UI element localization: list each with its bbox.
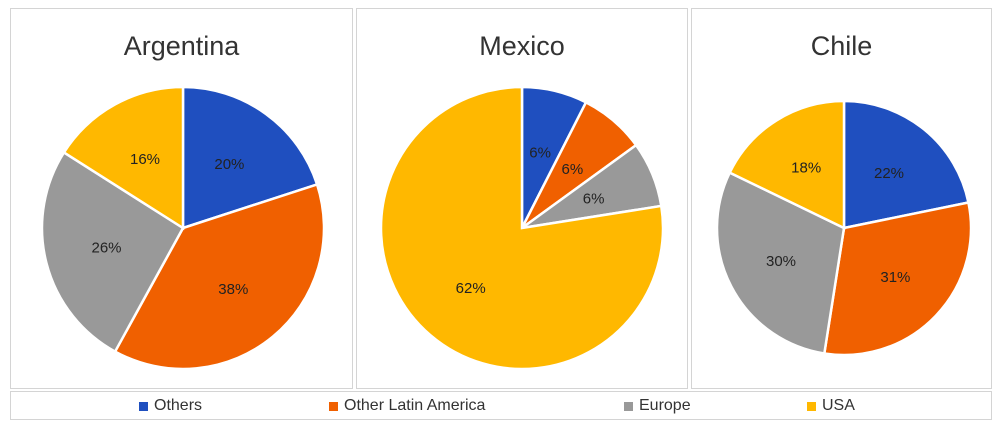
pie-slice-other-latin-america <box>113 182 326 371</box>
data-label-others: 22% <box>874 165 904 182</box>
data-label-other-latin-america: 31% <box>880 269 910 286</box>
data-label-europe: 6% <box>583 190 605 207</box>
data-label-other-latin-america: 6% <box>562 161 584 178</box>
legend-item-other-latin-america: Other Latin America <box>329 397 485 415</box>
data-label-usa: 16% <box>130 151 160 168</box>
data-label-usa: 62% <box>456 280 486 297</box>
legend-swatch <box>329 401 338 411</box>
pie-slice-europe <box>715 170 846 355</box>
legend-swatch <box>807 401 816 411</box>
data-label-usa: 18% <box>791 160 821 177</box>
pie-chart-argentina: 20% 38% 26% 16% <box>40 85 326 371</box>
data-label-europe: 26% <box>91 240 121 257</box>
legend-label: Others <box>154 397 203 414</box>
data-label-others: 20% <box>214 156 244 173</box>
pie-slice-other-latin-america <box>822 201 973 357</box>
legend-label: Other Latin America <box>344 397 486 414</box>
chart-title: Chile <box>810 31 873 61</box>
pie-slice-europe <box>40 150 185 354</box>
legend-label: USA <box>822 397 855 414</box>
legend-label: Europe <box>639 397 691 414</box>
data-label-others: 6% <box>529 145 551 162</box>
chart-panel-chile: Chile 22% 31% 30% 18% <box>691 8 992 389</box>
legend-item-others: Others <box>139 397 202 415</box>
chart-panel-mexico: Mexico 6% 6% 6% 62% <box>356 8 688 389</box>
pie-slice-usa <box>62 85 185 231</box>
legend-swatch <box>624 401 633 411</box>
pie-slice-usa <box>728 99 846 230</box>
data-label-other-latin-america: 38% <box>218 281 248 298</box>
chart-title: Mexico <box>479 31 565 61</box>
data-label-europe: 30% <box>766 253 796 270</box>
pie-slice-others <box>842 99 970 230</box>
chart-title: Argentina <box>123 31 240 61</box>
pie-slice-usa <box>379 85 665 371</box>
legend-item-europe: Europe <box>624 397 691 415</box>
legend-item-usa: USA <box>807 397 855 415</box>
chart-legend: Others Other Latin America Europe USA <box>10 391 992 420</box>
pie-chart-mexico: 6% 6% 6% 62% <box>379 85 665 371</box>
chart-panel-argentina: Argentina 20% 38% 26% 16% <box>10 8 353 389</box>
legend-swatch <box>139 401 148 411</box>
pie-slice-others <box>181 85 319 230</box>
pie-chart-chile: 22% 31% 30% 18% <box>715 99 973 357</box>
